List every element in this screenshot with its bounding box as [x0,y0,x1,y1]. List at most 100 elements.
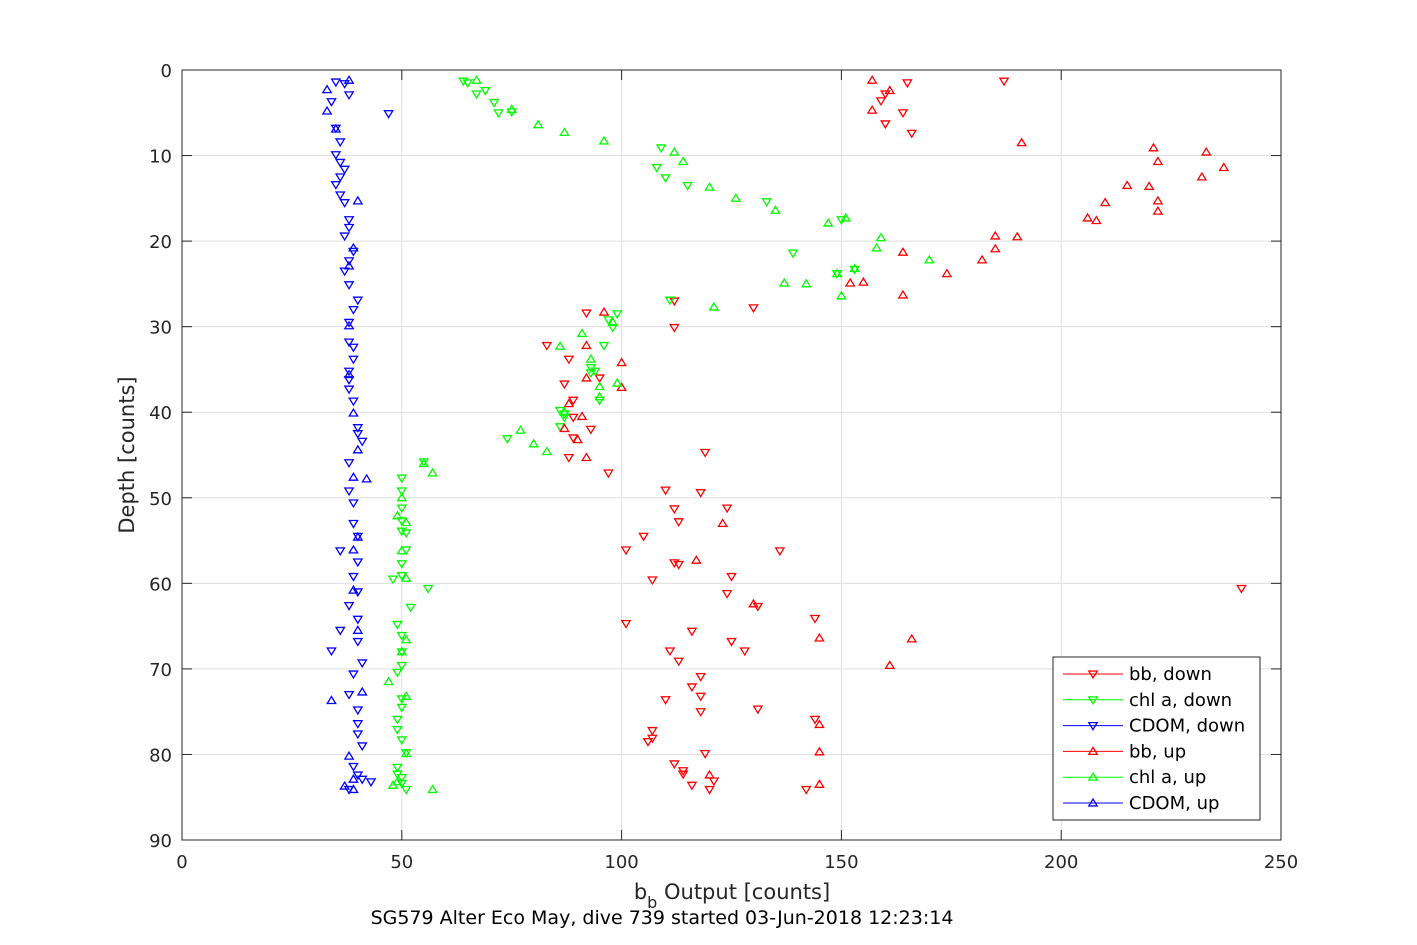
data-point-4-7 [704,181,715,191]
data-point-4-6 [677,156,689,166]
data-point-4-9 [770,205,781,214]
data-point-3-44 [906,633,918,643]
footer-caption: SG579 Alter Eco May, dive 739 started 03… [371,907,954,929]
data-point-1-38 [396,560,408,569]
data-point-3-25 [598,306,610,316]
data-point-5-15 [348,584,359,594]
data-point-3-0 [866,75,878,84]
data-point-0-3 [875,97,887,107]
data-point-2-20 [343,281,355,290]
data-point-2-16 [339,232,351,242]
data-point-3-21 [941,268,953,278]
data-point-0-37 [686,627,698,637]
data-point-3-16 [989,230,1001,240]
y-tick-label-5: 50 [149,489,172,510]
legend-label-1: chl a, down [1129,690,1232,711]
data-point-1-40 [387,575,399,585]
data-point-2-12 [334,191,346,201]
data-point-4-19 [836,290,847,300]
data-point-5-9 [348,407,359,417]
data-point-0-8 [748,304,759,314]
data-point-5-20 [348,774,359,783]
data-point-3-12 [1099,197,1111,207]
data-point-4-32 [418,458,430,468]
data-point-0-23 [660,486,671,496]
data-point-2-46 [352,637,364,647]
data-point-2-50 [343,690,355,700]
data-point-3-43 [704,769,715,779]
data-point-1-27 [559,413,570,423]
data-point-3-3 [1016,137,1027,147]
data-point-1-9 [660,174,671,184]
series-2 [326,78,394,795]
data-point-0-30 [673,560,685,570]
data-point-0-1 [901,79,913,89]
legend-marker-2 [1087,722,1099,731]
data-point-3-33 [581,452,592,462]
data-point-0-45 [660,696,671,705]
data-point-1-32 [396,487,408,497]
legend-marker-3 [1087,746,1099,755]
data-markers [321,75,1247,795]
data-point-1-4 [488,98,500,108]
data-point-3-7 [1218,162,1230,172]
data-point-1-51 [392,726,403,735]
data-point-2-34 [343,459,355,468]
data-point-0-33 [721,590,733,599]
data-point-2-10 [334,173,346,183]
data-point-3-4 [1148,142,1159,152]
x-tick-label-5: 250 [1264,852,1298,873]
data-point-1-22 [585,369,597,379]
data-point-3-39 [884,660,896,670]
data-point-1-18 [603,316,614,326]
data-point-1-44 [396,631,408,641]
data-point-3-29 [616,382,627,392]
data-point-5-4 [352,195,364,205]
data-point-0-59 [800,785,812,795]
x-axis-label-rest: Output [counts] [657,880,830,904]
data-point-1-47 [392,668,403,678]
data-point-2-2 [343,91,355,101]
x-tick-label-4: 200 [1044,852,1078,873]
data-point-2-30 [348,397,359,407]
data-point-4-43 [400,748,412,758]
data-point-0-35 [809,614,821,624]
data-point-0-53 [668,760,680,770]
data-point-0-22 [695,489,707,498]
data-point-4-45 [427,784,438,794]
data-point-2-29 [343,385,355,395]
data-point-4-8 [730,193,742,202]
data-point-3-34 [559,423,570,433]
x-axis-label: bb Output [counts] [634,880,830,912]
data-point-4-42 [400,691,412,700]
data-point-2-15 [343,223,355,233]
data-point-1-11 [761,198,773,207]
data-point-1-31 [396,474,408,484]
data-point-4-40 [396,646,408,656]
data-point-2-59 [365,778,377,788]
data-point-1-39 [396,572,408,581]
data-point-0-2 [880,90,891,100]
legend-marker-5 [1087,797,1099,807]
data-point-5-10 [352,444,364,454]
data-point-3-40 [814,719,825,729]
data-point-3-35 [717,518,729,528]
data-point-3-19 [989,243,1001,253]
data-point-1-12 [836,216,847,225]
x-tick-label-2: 100 [604,852,638,873]
data-point-4-44 [392,776,403,786]
data-point-1-5 [493,109,504,119]
data-point-2-14 [343,216,355,225]
data-point-3-14 [1082,212,1093,222]
data-point-0-42 [695,672,707,682]
data-point-4-46 [387,780,399,789]
data-point-2-40 [352,558,364,568]
data-point-0-14 [594,374,605,384]
data-point-2-21 [352,296,364,306]
data-point-4-13 [871,242,882,252]
x-axis-label-subscript: b [647,893,657,912]
legend: bb, down chl a, down CDOM, down bb, up chl a… [1052,656,1261,821]
data-point-2-23 [343,318,355,328]
data-point-0-18 [585,425,597,435]
